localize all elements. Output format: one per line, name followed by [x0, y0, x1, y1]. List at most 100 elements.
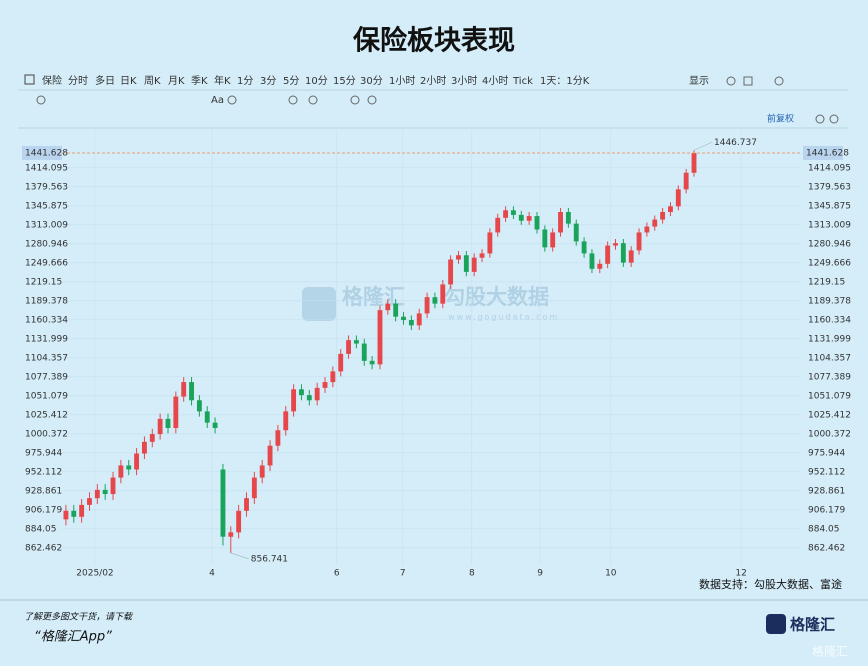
- candle-body: [291, 389, 297, 412]
- y-tick-label-left: 1345.875: [25, 201, 68, 211]
- candle-body: [652, 219, 658, 227]
- y-tick-label-right: 1131.999: [808, 334, 851, 344]
- y-tick-label-right: 1414.095: [808, 163, 851, 173]
- candle-body: [511, 210, 516, 215]
- y-tick-label-left: 952.112: [25, 467, 62, 477]
- candle-body: [173, 396, 179, 428]
- y-tick-label-left: 1025.412: [25, 410, 68, 420]
- candle-body: [526, 216, 532, 221]
- candle-body: [636, 232, 642, 251]
- candle-body: [534, 216, 540, 230]
- toolbar-item[interactable]: 30分: [360, 75, 383, 87]
- y-tick-label-left: 906.179: [25, 505, 62, 515]
- x-tick-label: 7: [400, 569, 406, 579]
- toolbar-item[interactable]: 5分: [283, 75, 299, 87]
- toolbar-item[interactable]: 4小时: [482, 75, 508, 87]
- candle-body: [102, 489, 108, 495]
- candle-body: [644, 226, 650, 233]
- toolbar-item[interactable]: 15分: [333, 75, 356, 87]
- toolbar-item[interactable]: 1分: [237, 75, 253, 87]
- toolbar-item[interactable]: 3小时: [451, 75, 477, 87]
- watermark-sub: 勾股大数据: [444, 285, 549, 309]
- price-label-right: 1441.628: [806, 148, 849, 158]
- candle-body: [518, 214, 524, 221]
- candle-body: [94, 489, 100, 499]
- toolbar-item[interactable]: 年K: [214, 74, 231, 87]
- candle-body: [432, 297, 438, 304]
- y-tick-label-right: 928.861: [808, 486, 845, 496]
- text-tool[interactable]: Aa: [211, 95, 224, 106]
- y-tick-label-left: 1379.563: [25, 182, 68, 192]
- toolbar-item[interactable]: 周K: [144, 75, 161, 87]
- candle-body: [503, 210, 509, 218]
- adjust-button[interactable]: 前复权: [767, 113, 794, 125]
- annotation: 856.741: [251, 554, 288, 564]
- y-tick-label-left: 1000.372: [25, 429, 68, 439]
- toolbar-item[interactable]: 月K: [168, 75, 185, 87]
- candle-body: [424, 297, 430, 314]
- toolbar-item[interactable]: 保险: [42, 74, 62, 87]
- y-tick-label-right: 952.112: [808, 467, 845, 477]
- logo: 格隆汇: [790, 616, 835, 634]
- candle-body: [369, 360, 375, 365]
- x-tick-label: 8: [469, 569, 475, 579]
- display-button[interactable]: 显示: [689, 75, 709, 87]
- candle-body: [377, 310, 383, 365]
- candle-body: [63, 510, 69, 520]
- y-tick-label-right: 1313.009: [808, 220, 851, 230]
- toolbar-item[interactable]: 日K: [120, 76, 137, 87]
- price-tag-right: [803, 145, 843, 160]
- toolbar-item[interactable]: 10分: [305, 75, 328, 87]
- candle-body: [228, 532, 234, 537]
- y-tick-label-right: 1025.412: [808, 410, 851, 420]
- sidebar-icon[interactable]: [24, 74, 35, 85]
- candle-body: [668, 206, 673, 213]
- y-tick-label-left: 862.462: [25, 543, 62, 553]
- y-tick-label-right: 1160.334: [808, 315, 851, 325]
- candle-body: [573, 223, 579, 242]
- candle-body: [401, 316, 406, 321]
- candle-body: [110, 477, 116, 495]
- candle-body: [212, 422, 218, 428]
- candle-body: [495, 217, 501, 233]
- toolbar-item[interactable]: Tick: [512, 76, 533, 87]
- candle-body: [244, 498, 249, 511]
- y-tick-label-left: 1104.357: [25, 353, 68, 363]
- candle-body: [683, 172, 689, 190]
- candle-body: [487, 232, 493, 254]
- y-tick-label-left: 1077.389: [25, 372, 68, 382]
- candle-body: [306, 395, 312, 401]
- y-tick-label-right: 1345.875: [808, 201, 851, 211]
- candle-body: [542, 229, 548, 248]
- candle-body: [385, 303, 391, 311]
- candle-body: [620, 243, 626, 263]
- y-tick-label-right: 862.462: [808, 543, 845, 553]
- toolbar-item[interactable]: 1天：1分K: [540, 75, 590, 87]
- y-tick-label-right: 1249.666: [808, 258, 851, 268]
- y-tick-label-left: 1280.946: [25, 239, 68, 249]
- candle-body: [581, 241, 587, 254]
- y-tick-label-left: 1414.095: [25, 163, 68, 173]
- y-tick-label-left: 884.05: [25, 524, 57, 534]
- toolbar-item[interactable]: 多日: [95, 74, 115, 87]
- toolbar-item[interactable]: 2小时: [420, 75, 446, 87]
- toolbar-item[interactable]: 3分: [260, 75, 276, 87]
- y-tick-label-right: 1189.378: [808, 296, 851, 306]
- toolbar-icons: [36, 76, 839, 124]
- y-tick-label-right: 1077.389: [808, 372, 851, 382]
- candle-body: [134, 453, 140, 470]
- toolbar-item[interactable]: 分时: [68, 75, 88, 87]
- toolbar-item[interactable]: 季K: [191, 75, 208, 87]
- candle-body: [118, 465, 124, 478]
- candle-body: [393, 303, 399, 317]
- toolbar-item[interactable]: 1小时: [389, 75, 415, 87]
- y-tick-label-left: 1131.999: [25, 334, 68, 344]
- watermark: 格隆汇 勾股大数据 www.gogudata.com: [302, 285, 557, 322]
- price-tag-left: [22, 145, 62, 160]
- y-tick-label-right: 1051.079: [808, 391, 851, 401]
- candle-body: [157, 418, 163, 435]
- candle-body: [675, 189, 681, 207]
- source: 数据支持：勾股大数据、富途: [699, 577, 842, 591]
- candle-body: [259, 465, 265, 478]
- y-tick-label-right: 884.05: [808, 524, 840, 534]
